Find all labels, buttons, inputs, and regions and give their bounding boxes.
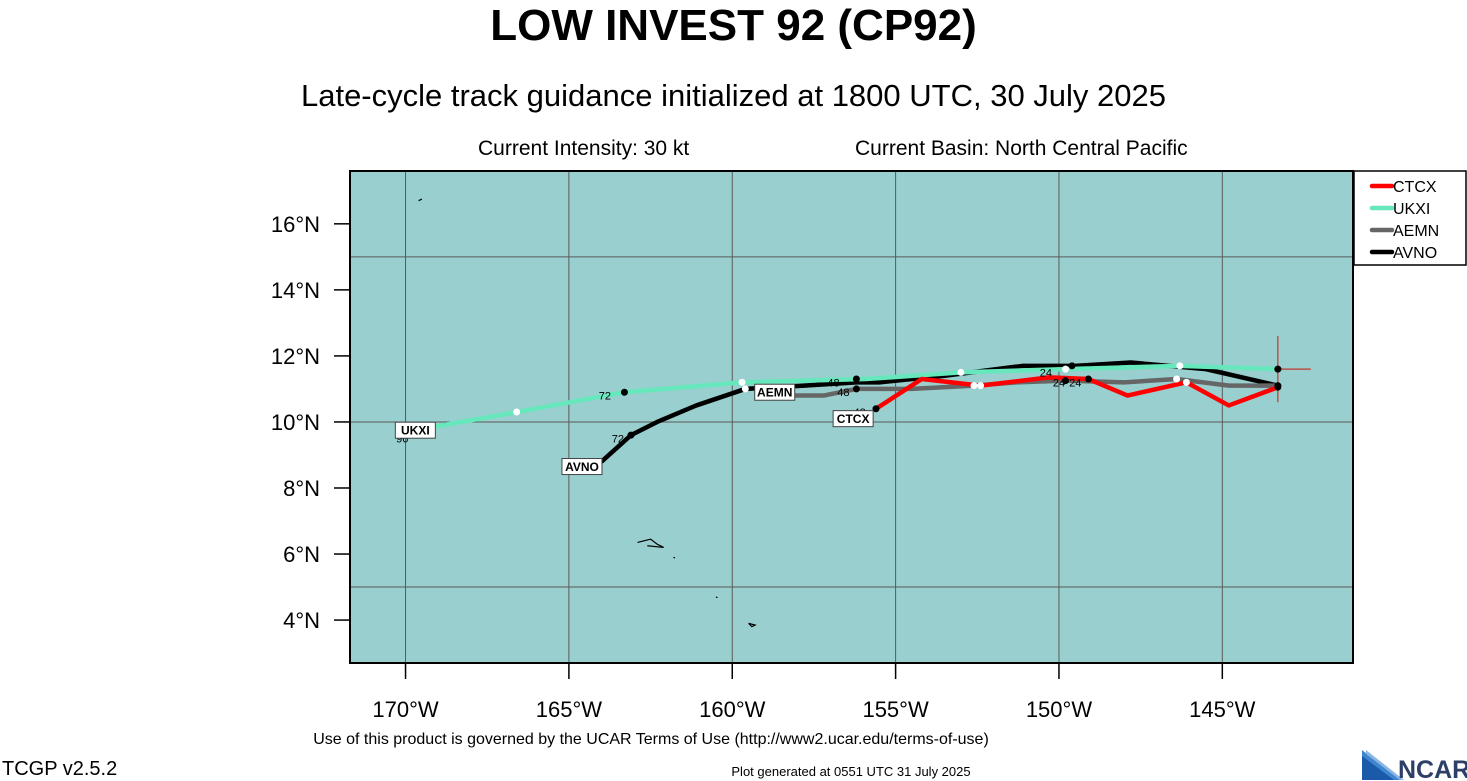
- forecast-hour-label: 24: [1040, 367, 1052, 379]
- x-axis-tick-label: 160°W: [699, 697, 766, 722]
- track-point-avno: [1068, 362, 1076, 370]
- track-point-aemn: [1061, 377, 1069, 385]
- track-point-ukxi: [513, 408, 521, 416]
- track-end-label: AEMN: [757, 386, 792, 400]
- island-outline: [673, 556, 676, 559]
- y-axis-tick-label: 12°N: [271, 344, 320, 369]
- track-point-ukxi: [738, 378, 746, 386]
- forecast-hour-label: 72: [599, 391, 611, 403]
- track-point-ctcx: [1084, 375, 1092, 383]
- track-point-aemn: [852, 385, 860, 393]
- terms-of-use-note: Use of this product is governed by the U…: [313, 731, 989, 748]
- legend: CTCX UKXI AEMN AVNO: [1353, 170, 1467, 266]
- track-end-label: AVNO: [565, 460, 599, 474]
- track-point-aemn: [970, 382, 978, 390]
- track-start-point-ctcx: [1274, 383, 1282, 391]
- y-axis-tick-label: 8°N: [283, 476, 320, 501]
- generated-timestamp: Plot generated at 0551 UTC 31 July 2025: [731, 764, 971, 779]
- x-axis-tick-label: 150°W: [1026, 697, 1093, 722]
- island-outline: [637, 538, 664, 549]
- track-point-avno: [627, 431, 635, 439]
- current-intensity: Current Intensity: 30 kt: [478, 137, 690, 160]
- track-point-ukxi: [957, 368, 965, 376]
- legend-label-avno: AVNO: [1393, 245, 1437, 262]
- track-point-ctcx: [977, 382, 985, 390]
- track-end-label: UKXI: [401, 424, 430, 438]
- track-end-label-box: [394, 421, 436, 439]
- track-end-label: CTCX: [837, 412, 870, 426]
- forecast-hour-label: 48: [827, 377, 839, 389]
- forecast-hour-label: 24: [1069, 377, 1081, 389]
- ncar-logo: NCAR: [1362, 750, 1467, 780]
- y-axis-tick-label: 14°N: [271, 278, 320, 303]
- legend-label-aemn: AEMN: [1393, 223, 1439, 240]
- x-axis-tick-label: 165°W: [536, 697, 603, 722]
- y-axis-tick-label: 6°N: [283, 542, 320, 567]
- island-outline: [748, 622, 757, 628]
- current-basin: Current Basin: North Central Pacific: [855, 137, 1188, 160]
- plot-border: [349, 170, 1354, 664]
- ncar-logo-swoosh-icon: [1362, 750, 1404, 780]
- track-start-point-ukxi: [1274, 365, 1282, 373]
- x-axis-tick-label: 145°W: [1189, 697, 1256, 722]
- track-point-avno: [852, 375, 860, 383]
- track-end-label-box: [754, 383, 796, 401]
- track-point-ctcx: [872, 405, 880, 413]
- track-point-aemn: [1173, 375, 1181, 383]
- y-axis-tick-label: 16°N: [271, 212, 320, 237]
- forecast-hour-label: 48: [837, 387, 849, 399]
- forecast-hour-label: 24: [1053, 377, 1065, 389]
- track-line-ukxi: [403, 363, 1281, 435]
- island-outline: [715, 596, 718, 599]
- plot-area: 244872AVNO2448AEMN7296UKXI2448CTCX4°N6°N…: [271, 170, 1354, 722]
- legend-label-ukxi: UKXI: [1393, 201, 1430, 218]
- track-end-label-box: [561, 458, 603, 476]
- track-point-ukxi: [620, 388, 628, 396]
- track-line-avno: [599, 360, 1281, 464]
- legend-label-ctcx: CTCX: [1393, 179, 1437, 196]
- track-point-ukxi: [1061, 365, 1069, 373]
- chart-subtitle: Late-cycle track guidance initialized at…: [300, 78, 1167, 113]
- island-outline: [418, 198, 423, 202]
- track-end-label-box: [832, 410, 874, 428]
- x-axis-tick-label: 155°W: [862, 697, 929, 722]
- x-axis-tick-label: 170°W: [372, 697, 439, 722]
- version-label: TCGP v2.5.2: [2, 758, 118, 780]
- y-axis-tick-label: 10°N: [271, 410, 320, 435]
- ncar-logo-text: NCAR: [1398, 756, 1467, 780]
- chart-title: LOW INVEST 92 (CP92): [490, 1, 977, 50]
- track-point-ctcx: [1182, 378, 1190, 386]
- y-axis-tick-label: 4°N: [283, 608, 320, 633]
- forecast-hour-label: 72: [612, 433, 624, 445]
- track-point-ukxi: [1176, 362, 1184, 370]
- track-point-avno: [741, 385, 749, 393]
